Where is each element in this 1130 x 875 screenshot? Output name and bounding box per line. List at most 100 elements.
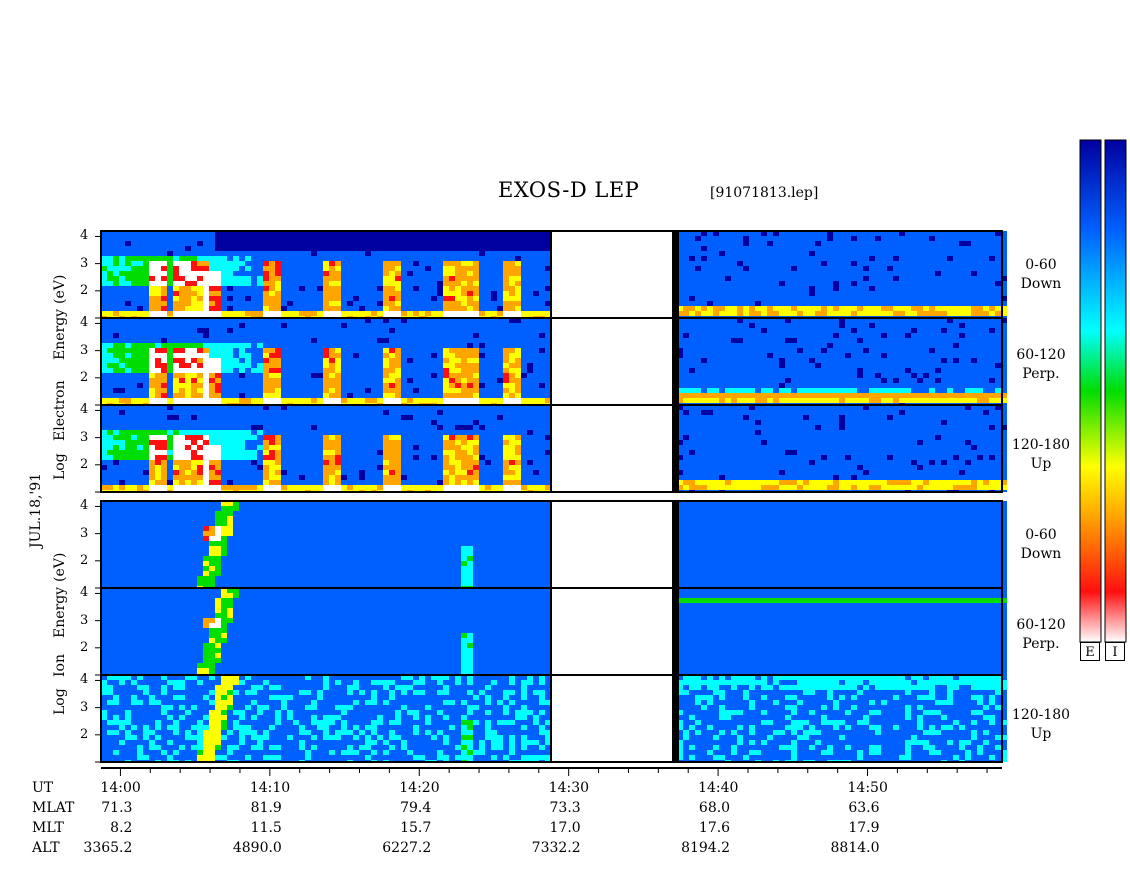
spectrogram-cell: [833, 306, 839, 311]
spectrogram-cell: [905, 246, 911, 251]
spectrogram-cell: [881, 261, 887, 266]
spectrogram-cell: [413, 311, 419, 316]
spectrogram-cell: [683, 333, 689, 338]
spectrogram-cell: [845, 271, 851, 276]
spectrogram-cell: [311, 358, 317, 363]
spectrogram-cell: [539, 358, 545, 363]
spectrogram-cell: [299, 393, 305, 398]
spectrogram-cell: [695, 353, 701, 358]
spectrogram-cell: [749, 368, 755, 373]
spectrogram-cell: [695, 358, 701, 363]
spectrogram-cell: [143, 236, 149, 241]
spectrogram-cell: [185, 301, 191, 306]
spectrogram-cell: [341, 311, 347, 316]
spectrogram-cell: [197, 276, 203, 281]
spectrogram-cell: [137, 338, 143, 343]
spectrogram-cell: [911, 338, 917, 343]
spectrogram-cell: [479, 241, 485, 246]
spectrogram-cell: [419, 393, 425, 398]
spectrogram-cell: [425, 358, 431, 363]
spectrogram-cell: [125, 358, 131, 363]
spectrogram-cell: [935, 296, 941, 301]
spectrogram-cell: [185, 266, 191, 271]
spectrogram-cell: [881, 236, 887, 241]
spectrogram-cell: [815, 333, 821, 338]
spectrogram-cell: [827, 343, 833, 348]
spectrogram-cell: [749, 353, 755, 358]
spectrogram-cell: [947, 333, 953, 338]
spectrogram-cell: [413, 271, 419, 276]
spectrogram-cell: [815, 368, 821, 373]
spectrogram-cell: [287, 306, 293, 311]
spectrogram-cell: [773, 281, 779, 286]
spectrogram-cell: [191, 323, 197, 328]
spectrogram-cell: [281, 271, 287, 276]
spectrogram-cell: [701, 301, 707, 306]
spectrogram-cell: [125, 383, 131, 388]
spectrogram-cell: [257, 398, 263, 403]
spectrogram-cell: [689, 333, 695, 338]
spectrogram-cell: [185, 306, 191, 311]
spectrogram-cell: [425, 236, 431, 241]
spectrogram-cell: [947, 276, 953, 281]
spectrogram-cell: [371, 246, 377, 251]
spectrogram-cell: [473, 323, 479, 328]
spectrogram-cell: [461, 393, 467, 398]
spectrogram-cell: [923, 301, 929, 306]
spectrogram-cell: [809, 323, 815, 328]
spectrogram-cell: [161, 445, 167, 450]
spectrogram-cell: [815, 343, 821, 348]
spectrogram-cell: [833, 301, 839, 306]
spectrogram-cell: [725, 256, 731, 261]
spectrogram-cell: [857, 231, 863, 236]
spectrogram-cell: [353, 306, 359, 311]
spectrogram-cell: [353, 251, 359, 256]
spectrogram-cell: [341, 373, 347, 378]
spectrogram-cell: [521, 306, 527, 311]
spectrogram-cell: [785, 246, 791, 251]
spectrogram-cell: [749, 286, 755, 291]
spectrogram-cell: [407, 256, 413, 261]
spectrogram-cell: [503, 306, 509, 311]
spectrogram-cell: [677, 256, 683, 261]
spectrogram-cell: [239, 296, 245, 301]
spectrogram-cell: [299, 231, 305, 236]
spectrogram-cell: [743, 318, 749, 323]
spectrogram-cell: [329, 368, 335, 373]
spectrogram-cell: [773, 311, 779, 316]
spectrogram-cell: [167, 348, 173, 353]
spectrogram-cell: [269, 271, 275, 276]
spectrogram-cell: [419, 348, 425, 353]
spectrogram-cell: [725, 388, 731, 393]
spectrogram-cell: [203, 440, 209, 445]
spectrogram-cell: [455, 266, 461, 271]
spectrogram-cell: [821, 261, 827, 266]
spectrogram-cell: [965, 236, 971, 241]
spectrogram-cell: [707, 311, 713, 316]
spectrogram-cell: [869, 353, 875, 358]
spectrogram-cell: [329, 281, 335, 286]
spectrogram-cell: [137, 425, 143, 430]
spectrogram-cell: [533, 323, 539, 328]
spectrogram-cell: [107, 430, 113, 435]
spectrogram-cell: [449, 241, 455, 246]
spectrogram-cell: [209, 378, 215, 383]
spectrogram-cell: [113, 246, 119, 251]
spectrogram-cell: [407, 286, 413, 291]
spectrogram-cell: [401, 333, 407, 338]
spectrogram-cell: [839, 251, 845, 256]
spectrogram-cell: [137, 311, 143, 316]
spectrogram-cell: [917, 398, 923, 403]
spectrogram-cell: [419, 388, 425, 393]
spectrogram-cell: [173, 450, 179, 455]
spectrogram-cell: [449, 271, 455, 276]
spectrogram-cell: [875, 301, 881, 306]
spectrogram-cell: [851, 393, 857, 398]
spectrogram-cell: [677, 368, 683, 373]
spectrogram-cell: [197, 475, 203, 480]
spectrogram-cell: [527, 353, 533, 358]
spectrogram-cell: [749, 373, 755, 378]
spectrogram-cell: [347, 333, 353, 338]
spectrogram-cell: [341, 398, 347, 403]
spectrogram-cell: [701, 348, 707, 353]
